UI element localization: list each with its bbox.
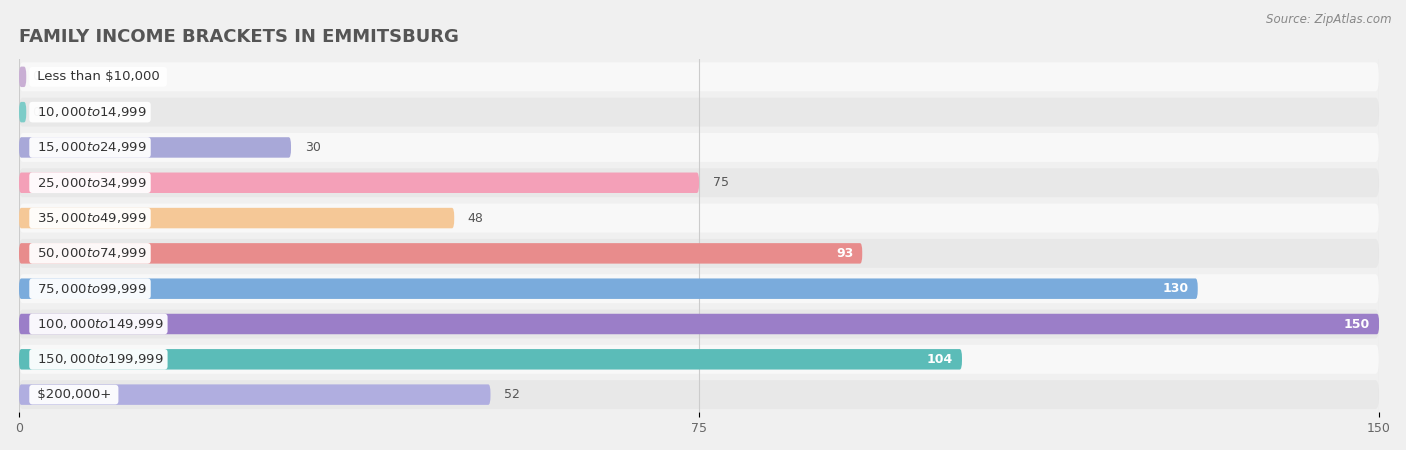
Text: $200,000+: $200,000+ — [32, 388, 115, 401]
Text: $150,000 to $199,999: $150,000 to $199,999 — [32, 352, 165, 366]
FancyBboxPatch shape — [20, 63, 1379, 91]
FancyBboxPatch shape — [20, 349, 962, 369]
FancyBboxPatch shape — [20, 274, 1379, 303]
Text: $10,000 to $14,999: $10,000 to $14,999 — [32, 105, 148, 119]
FancyBboxPatch shape — [20, 137, 291, 158]
Text: $75,000 to $99,999: $75,000 to $99,999 — [32, 282, 148, 296]
Text: $35,000 to $49,999: $35,000 to $49,999 — [32, 211, 148, 225]
Text: Source: ZipAtlas.com: Source: ZipAtlas.com — [1267, 14, 1392, 27]
Text: 104: 104 — [927, 353, 953, 366]
FancyBboxPatch shape — [20, 98, 1379, 126]
FancyBboxPatch shape — [20, 208, 454, 228]
FancyBboxPatch shape — [20, 345, 1379, 374]
Text: 93: 93 — [837, 247, 853, 260]
Text: $50,000 to $74,999: $50,000 to $74,999 — [32, 247, 148, 261]
FancyBboxPatch shape — [20, 102, 27, 122]
Text: 0: 0 — [32, 106, 41, 119]
FancyBboxPatch shape — [20, 243, 862, 264]
FancyBboxPatch shape — [20, 168, 1379, 197]
FancyBboxPatch shape — [20, 67, 27, 87]
Text: 130: 130 — [1163, 282, 1188, 295]
Text: 48: 48 — [468, 212, 484, 225]
FancyBboxPatch shape — [20, 314, 1379, 334]
FancyBboxPatch shape — [20, 380, 1379, 409]
Text: FAMILY INCOME BRACKETS IN EMMITSBURG: FAMILY INCOME BRACKETS IN EMMITSBURG — [20, 28, 458, 46]
Text: 75: 75 — [713, 176, 728, 189]
FancyBboxPatch shape — [20, 133, 1379, 162]
Text: 0: 0 — [32, 70, 41, 83]
Text: 150: 150 — [1344, 318, 1369, 330]
Text: $100,000 to $149,999: $100,000 to $149,999 — [32, 317, 165, 331]
Text: Less than $10,000: Less than $10,000 — [32, 70, 163, 83]
Text: 52: 52 — [505, 388, 520, 401]
FancyBboxPatch shape — [20, 172, 699, 193]
FancyBboxPatch shape — [20, 203, 1379, 233]
FancyBboxPatch shape — [20, 310, 1379, 338]
Text: $25,000 to $34,999: $25,000 to $34,999 — [32, 176, 148, 190]
FancyBboxPatch shape — [20, 384, 491, 405]
FancyBboxPatch shape — [20, 279, 1198, 299]
FancyBboxPatch shape — [20, 239, 1379, 268]
Text: $15,000 to $24,999: $15,000 to $24,999 — [32, 140, 148, 154]
Text: 30: 30 — [305, 141, 321, 154]
